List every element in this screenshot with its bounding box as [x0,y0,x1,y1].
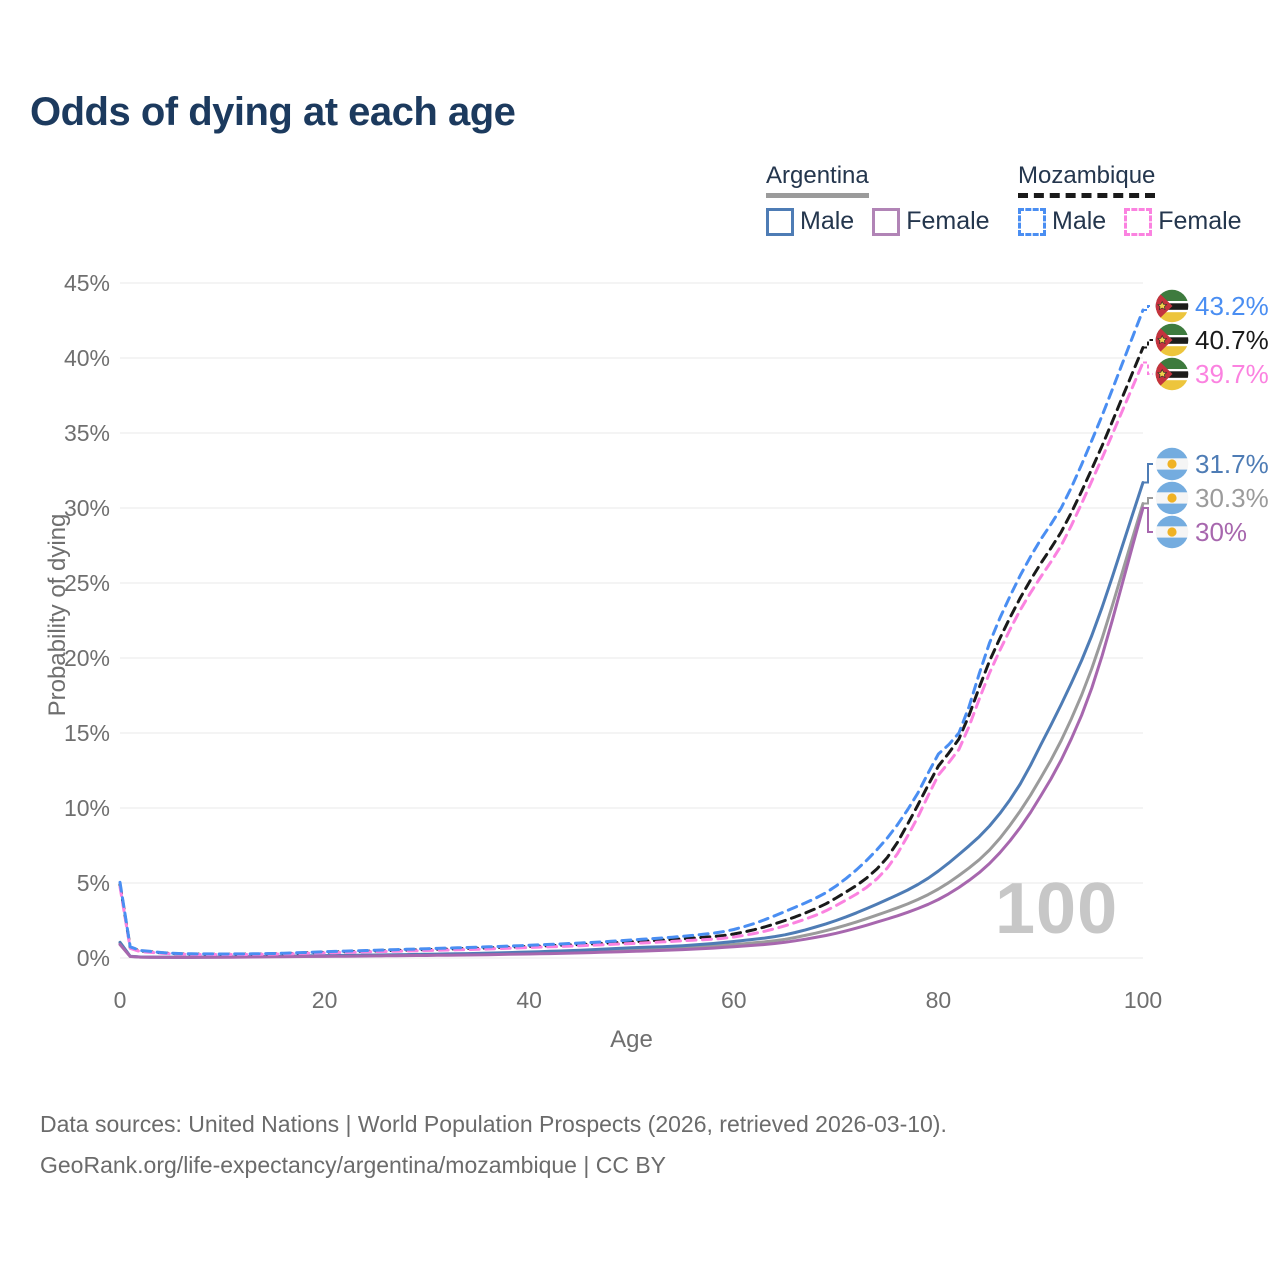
swatch-mozambique-female-icon [1124,207,1153,236]
legend-row-argentina: Male Female [766,207,990,236]
end-label-argentina-both: 30.3% [1155,481,1269,515]
footer: Data sources: United Nations | World Pop… [40,1104,947,1186]
end-label-value: 43.2% [1195,290,1269,321]
y-tick-label: 25% [64,570,110,596]
end-label-value: 30% [1195,516,1248,547]
y-tick-label: 0% [77,945,110,971]
y-tick-label: 5% [77,870,110,896]
end-label-mozambique-female: 39.7% [1155,357,1269,391]
end-label-connector [1143,497,1153,505]
flag-icon-mozambique [1155,289,1189,323]
flag-icon-argentina [1155,481,1189,515]
legend-entry-mozambique-female: Female [1124,207,1242,236]
footer-source-line: Data sources: United Nations | World Pop… [40,1111,947,1137]
y-tick-label: 35% [64,420,110,446]
end-label-mozambique-male: 43.2% [1155,289,1269,323]
swatch-argentina-female-icon [872,207,901,236]
x-tick-label: 100 [1124,987,1162,1013]
end-label-connector [1143,339,1153,349]
y-tick-label: 15% [64,720,110,746]
end-label-mozambique-both: 40.7% [1155,323,1269,357]
legend-heading-mozambique: Mozambique [1018,162,1156,198]
series-line-argentina-female [118,506,1145,959]
legend-entry-argentina-female: Female [872,207,990,236]
swatch-mozambique-male-icon [1018,207,1046,236]
y-tick-label: 30% [64,495,110,521]
flag-icon-argentina [1155,447,1189,481]
legend-group-mozambique: Mozambique Male Female [1018,162,1242,236]
end-label-connector [1143,305,1153,311]
flag-icon-argentina [1155,515,1189,549]
legend-label-mozambique-female: Female [1158,207,1242,235]
footer-attribution-line: GeoRank.org/life-expectancy/argentina/mo… [40,1152,667,1178]
legend-heading-argentina: Argentina [766,162,869,198]
legend-entry-argentina-male: Male [766,207,854,236]
x-axis-title: Age [610,1026,653,1053]
legend-label-argentina-female: Female [906,207,990,235]
legend-label-argentina-male: Male [800,207,855,235]
y-axis-title: Probability of dying [44,513,71,717]
end-label-value: 39.7% [1195,358,1269,389]
x-tick-label: 60 [721,987,747,1013]
flag-icon-mozambique [1155,323,1189,357]
end-label-value: 31.7% [1195,448,1269,479]
page-title: Odds of dying at each age [30,90,516,134]
swatch-argentina-male-icon [766,207,794,236]
end-label-connector [1143,361,1153,375]
legend-label-mozambique-male: Male [1052,207,1107,235]
x-tick-label: 80 [926,987,952,1013]
series-line-argentina-both-sexes [118,502,1145,959]
legend-row-mozambique: Male Female [1018,207,1242,236]
end-label-value: 30.3% [1195,482,1269,513]
x-tick-label: 0 [114,987,127,1013]
y-tick-label: 20% [64,645,110,671]
end-label-argentina-female: 30% [1155,515,1247,549]
x-tick-label: 40 [516,987,542,1013]
age-watermark: 100 [995,869,1119,949]
end-label-connector [1143,507,1153,533]
end-label-value: 40.7% [1195,324,1269,355]
end-label-argentina-male: 31.7% [1155,447,1269,481]
flag-icon-mozambique [1155,357,1189,391]
series-line-mozambique-male [118,308,1145,956]
legend-entry-mozambique-male: Male [1018,207,1106,236]
y-tick-label: 45% [64,270,110,296]
y-tick-label: 40% [64,345,110,371]
x-tick-label: 20 [312,987,338,1013]
y-tick-label: 10% [64,795,110,821]
legend-group-argentina: Argentina Male Female [766,162,990,236]
end-label-connector [1143,463,1153,484]
series-line-argentina-male [118,481,1145,959]
